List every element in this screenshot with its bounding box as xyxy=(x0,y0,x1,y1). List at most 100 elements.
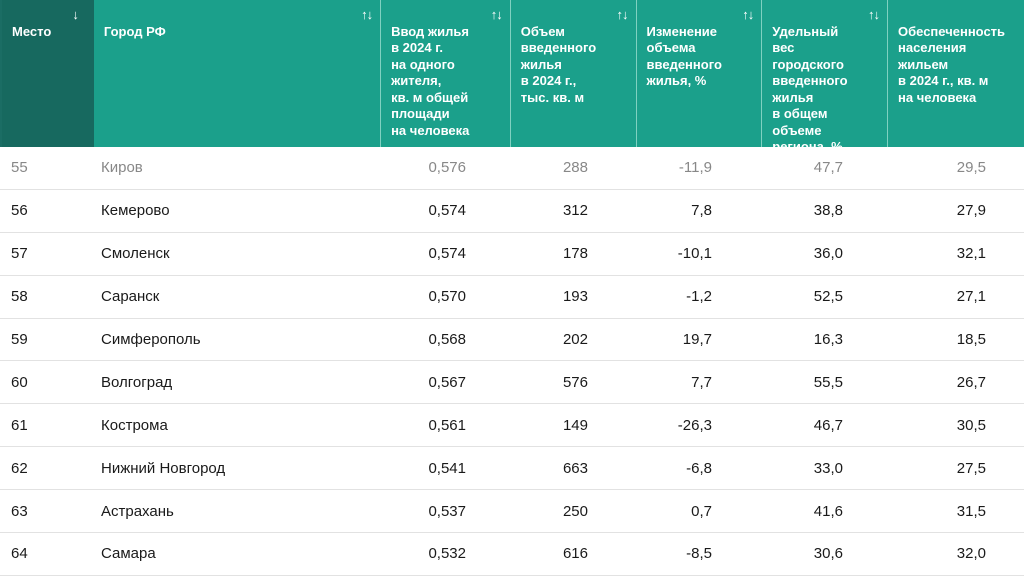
cell-provision: 18,5 xyxy=(956,331,986,348)
cell-per-capita: 0,541 xyxy=(428,459,466,477)
cell-per-capita: 0,561 xyxy=(428,416,466,434)
column-header-volume[interactable]: Объем введенного жилья в 2024 г., тыс. к… xyxy=(511,0,637,147)
column-header-provision[interactable]: Обеспеченность населения жильем в 2024 г… xyxy=(888,0,1024,147)
cell-volume: 149 xyxy=(562,416,588,434)
cell-share: 55,5 xyxy=(813,373,843,391)
cell-place: 62 xyxy=(11,459,28,477)
cell-provision: 27,9 xyxy=(956,202,986,220)
column-header-label: Объем введенного жилья в 2024 г., тыс. к… xyxy=(520,23,597,105)
table-header: Место ↓ Город РФ ↑↓ Ввод жилья в 2024 г.… xyxy=(0,0,1024,154)
column-header-label: Ввод жилья в 2024 г. на одного жителя, к… xyxy=(391,23,470,138)
cell-change: -11,9 xyxy=(678,159,712,177)
column-header-per-capita[interactable]: Ввод жилья в 2024 г. на одного жителя, к… xyxy=(381,0,511,147)
column-header-label: Место xyxy=(12,23,52,39)
cell-share: 33,0 xyxy=(813,459,843,477)
sort-icon[interactable]: ↑↓ xyxy=(361,7,373,22)
cell-share: 47,7 xyxy=(813,159,843,177)
table-row: 56 Кемерово 0,574 312 7,8 38,8 27,9 xyxy=(0,190,1024,233)
cell-city: Нижний Новгород xyxy=(101,459,226,477)
cell-provision: 27,1 xyxy=(956,288,986,306)
cell-place: 64 xyxy=(11,545,28,563)
cell-city: Кемерово xyxy=(101,202,170,220)
cell-volume: 178 xyxy=(562,245,588,263)
cell-volume: 288 xyxy=(562,159,588,177)
cell-change: 7,8 xyxy=(691,202,712,220)
cell-place: 59 xyxy=(11,331,28,348)
cell-change: 0,7 xyxy=(691,502,712,520)
cell-provision: 31,5 xyxy=(956,502,986,520)
cell-share: 36,0 xyxy=(813,245,843,263)
cell-provision: 32,1 xyxy=(956,245,986,263)
cell-provision: 32,0 xyxy=(956,545,986,563)
column-header-label: Удельный вес городского введенного жилья… xyxy=(772,23,848,155)
cell-volume: 193 xyxy=(562,288,588,306)
cell-provision: 29,5 xyxy=(956,159,986,177)
cell-share: 52,5 xyxy=(813,288,843,306)
cell-place: 60 xyxy=(11,373,28,391)
cell-city: Самара xyxy=(101,545,156,563)
cell-change: -8,5 xyxy=(686,545,712,563)
cell-city: Кострома xyxy=(101,416,168,434)
column-header-share[interactable]: Удельный вес городского введенного жилья… xyxy=(762,0,888,154)
table-row: 63 Астрахань 0,537 250 0,7 41,6 31,5 xyxy=(0,490,1024,534)
table-row: 59 Симферополь 0,568 202 19,7 16,3 18,5 xyxy=(0,319,1024,362)
sort-icon[interactable]: ↑↓ xyxy=(742,7,754,22)
cell-volume: 250 xyxy=(562,502,588,520)
sort-icon[interactable]: ↑↓ xyxy=(868,7,880,22)
cell-city: Смоленск xyxy=(101,245,170,263)
cell-per-capita: 0,576 xyxy=(428,159,466,177)
cell-volume: 312 xyxy=(562,202,588,220)
cell-per-capita: 0,574 xyxy=(428,202,466,220)
table-row: 57 Смоленск 0,574 178 -10,1 36,0 32,1 xyxy=(0,233,1024,276)
cell-change: -26,3 xyxy=(677,416,712,434)
column-header-label: Обеспеченность населения жильем в 2024 г… xyxy=(898,23,1006,105)
cell-city: Симферополь xyxy=(101,331,201,348)
cell-change: 7,7 xyxy=(691,373,712,391)
table-row: 58 Саранск 0,570 193 -1,2 52,5 27,1 xyxy=(0,276,1024,319)
cell-share: 38,8 xyxy=(813,202,843,220)
sort-icon[interactable]: ↑↓ xyxy=(616,7,629,22)
cell-per-capita: 0,574 xyxy=(428,245,466,263)
cell-place: 61 xyxy=(11,416,28,434)
cell-change: 19,7 xyxy=(682,331,712,348)
cell-place: 58 xyxy=(11,288,28,306)
cell-change: -10,1 xyxy=(677,245,712,263)
cell-per-capita: 0,570 xyxy=(428,288,466,306)
table-row: 55 Киров 0,576 288 -11,9 47,7 29,5 xyxy=(0,147,1024,190)
cell-volume: 616 xyxy=(562,545,588,563)
cell-provision: 27,5 xyxy=(956,459,986,477)
cell-share: 46,7 xyxy=(813,416,843,434)
cell-per-capita: 0,568 xyxy=(428,331,466,348)
cell-change: -1,2 xyxy=(686,288,712,306)
cell-volume: 663 xyxy=(562,459,588,477)
cell-provision: 30,5 xyxy=(956,416,986,434)
cell-city: Киров xyxy=(101,159,143,177)
table-row: 62 Нижний Новгород 0,541 663 -6,8 33,0 2… xyxy=(0,447,1024,491)
column-header-city[interactable]: Город РФ ↑↓ xyxy=(94,0,382,147)
column-header-change[interactable]: Изменение объема введенного жилья, % ↑↓ xyxy=(637,0,763,147)
table-body: 55 Киров 0,576 288 -11,9 47,7 29,5 56 Ке… xyxy=(0,147,1024,576)
column-header-label: Изменение объема введенного жилья, % xyxy=(646,23,722,89)
sort-icon[interactable]: ↑↓ xyxy=(490,7,503,22)
table-row: 61 Кострома 0,561 149 -26,3 46,7 30,5 xyxy=(0,404,1024,448)
cell-change: -6,8 xyxy=(686,459,712,477)
cell-city: Волгоград xyxy=(101,373,173,391)
cell-per-capita: 0,537 xyxy=(428,502,466,520)
cell-volume: 576 xyxy=(562,373,588,391)
cell-per-capita: 0,532 xyxy=(428,545,466,563)
cell-place: 55 xyxy=(11,159,28,177)
column-header-label: Город РФ xyxy=(103,23,166,39)
cell-city: Саранск xyxy=(101,288,160,306)
cell-city: Астрахань xyxy=(101,502,174,520)
column-header-place[interactable]: Место ↓ xyxy=(2,0,94,147)
cell-share: 16,3 xyxy=(813,331,843,348)
cell-place: 56 xyxy=(11,202,28,220)
table-row: 60 Волгоград 0,567 576 7,7 55,5 26,7 xyxy=(0,361,1024,405)
cell-per-capita: 0,567 xyxy=(428,373,466,391)
cell-provision: 26,7 xyxy=(956,373,986,391)
sort-desc-icon[interactable]: ↓ xyxy=(72,7,79,22)
table-row: 64 Самара 0,532 616 -8,5 30,6 32,0 xyxy=(0,533,1024,576)
cell-share: 41,6 xyxy=(813,502,843,520)
cell-place: 57 xyxy=(11,245,28,263)
